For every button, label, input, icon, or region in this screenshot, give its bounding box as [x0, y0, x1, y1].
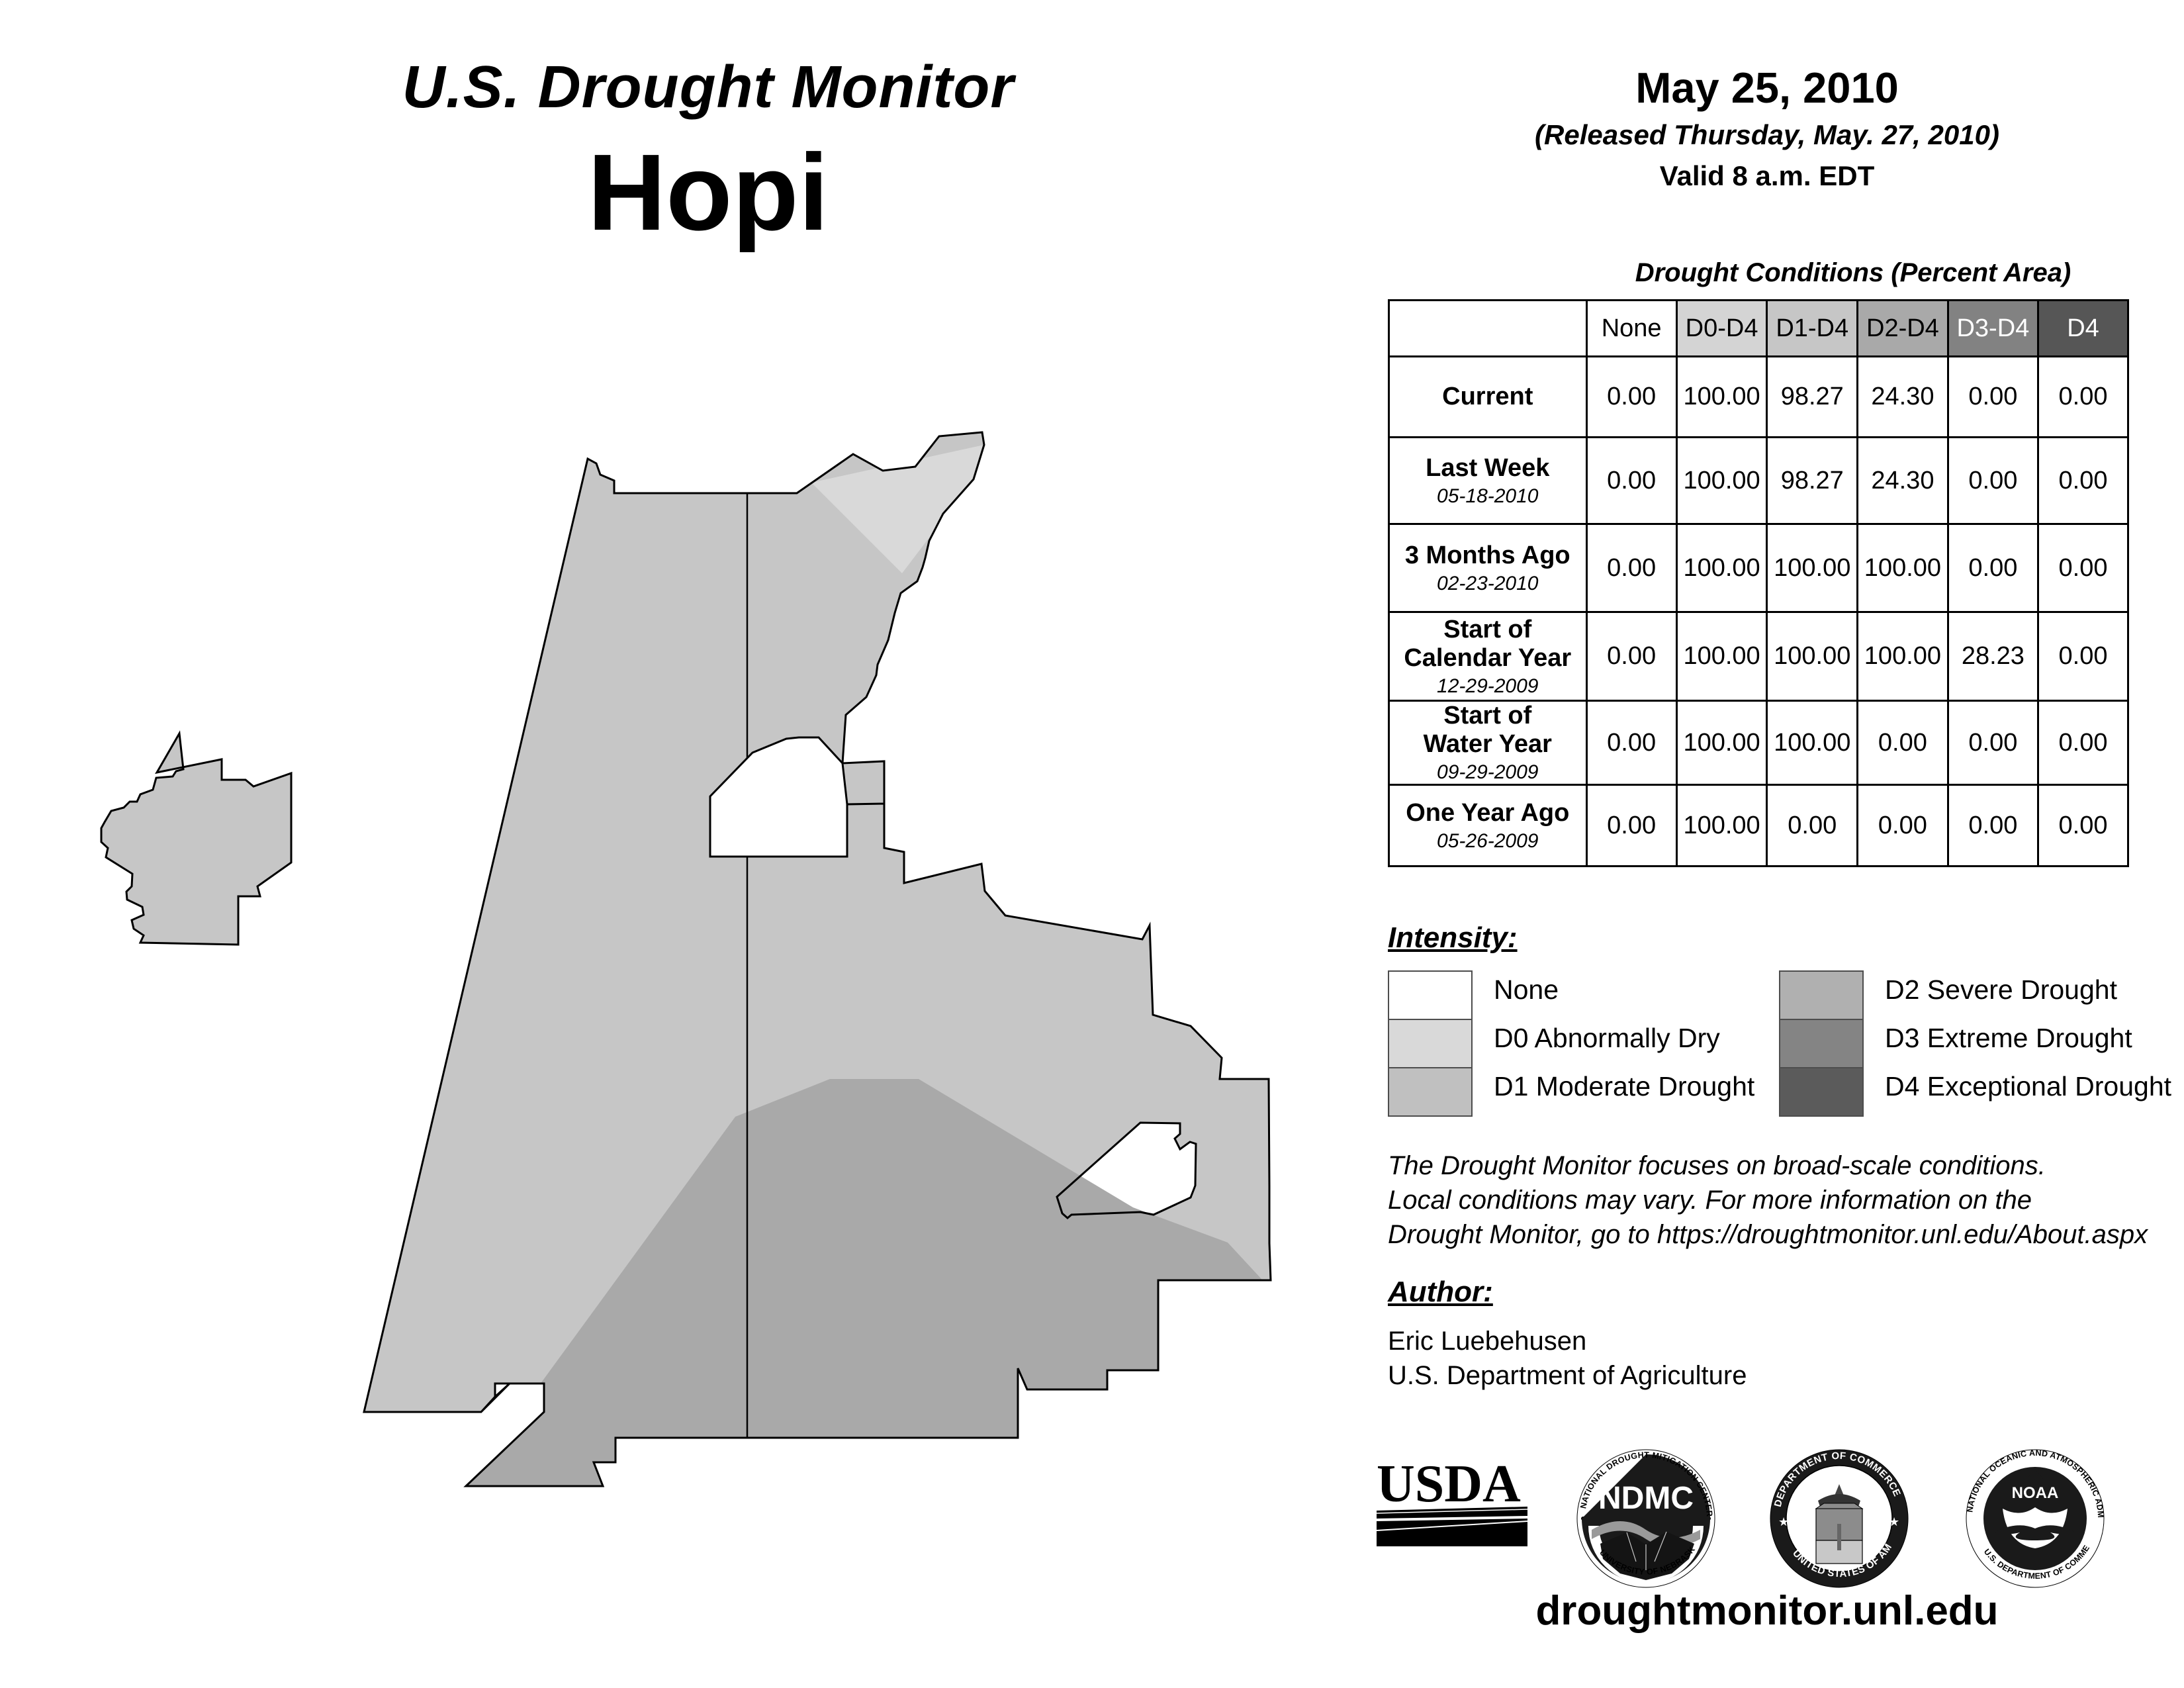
svg-text:USDA: USDA [1377, 1455, 1521, 1513]
svg-text:NDMC: NDMC [1598, 1481, 1694, 1516]
svg-text:NOAA: NOAA [2012, 1484, 2059, 1502]
svg-text:★: ★ [1889, 1515, 1899, 1528]
svg-text:★: ★ [1778, 1515, 1789, 1528]
